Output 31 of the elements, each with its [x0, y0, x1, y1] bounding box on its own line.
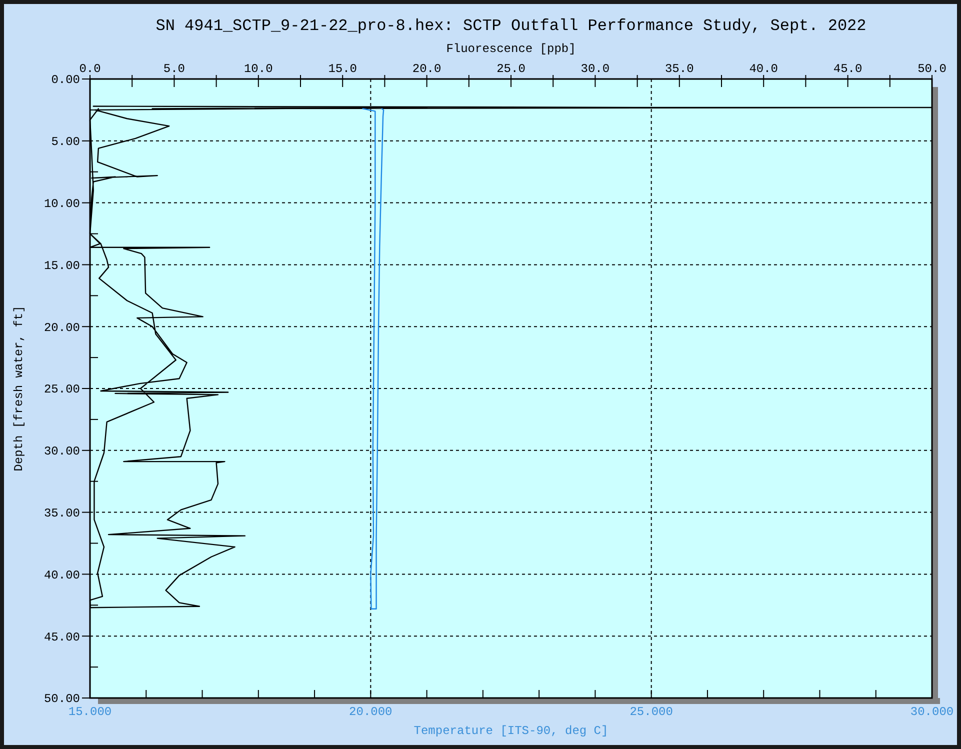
x-tick-label: 25.000	[630, 705, 673, 719]
x2-tick-label: 25.0	[496, 62, 526, 76]
y-tick-label: 5.00	[51, 135, 80, 150]
chart-title: SN 4941_SCTP_9-21-22_pro-8.hex: SCTP Outfall Performance Study, Sept. 2022	[156, 17, 866, 35]
x-axis-title: Temperature [ITS-90, deg C]	[414, 724, 608, 738]
y-tick-label: 35.00	[44, 506, 80, 520]
x2-tick-label: 15.0	[328, 62, 358, 76]
x-tick-label: 30.000	[910, 705, 954, 719]
x2-tick-label: 20.0	[412, 62, 442, 76]
x2-tick-label: 40.0	[749, 62, 778, 76]
x2-axis-title: Fluorescence [ppb]	[446, 42, 576, 56]
x2-tick-label: 5.0	[163, 62, 186, 76]
x2-tick-label: 45.0	[833, 62, 862, 76]
y-tick-label: 30.00	[44, 444, 80, 459]
x2-tick-label: 50.0	[918, 62, 946, 76]
x2-tick-label: 30.0	[580, 62, 610, 76]
x2-tick-label: 10.0	[244, 62, 273, 76]
y-axis-title: Depth [fresh water, ft]	[12, 306, 26, 472]
y-tick-label: 10.00	[44, 197, 80, 211]
y-tick-label: 25.00	[44, 382, 80, 397]
x-tick-label: 20.000	[349, 705, 392, 719]
x2-tick-label: 35.0	[664, 62, 694, 76]
y-tick-label: 0.00	[51, 73, 80, 88]
line-series	[362, 108, 384, 610]
y-tick-label: 50.00	[44, 692, 80, 706]
y-tick-label: 15.00	[44, 258, 80, 273]
x-tick-label: 15.000	[68, 705, 112, 719]
y-tick-label: 40.00	[44, 568, 80, 582]
y-tick-label: 20.00	[44, 320, 80, 335]
y-tick-label: 45.00	[44, 630, 80, 644]
x2-tick-label: 0.0	[79, 62, 101, 76]
